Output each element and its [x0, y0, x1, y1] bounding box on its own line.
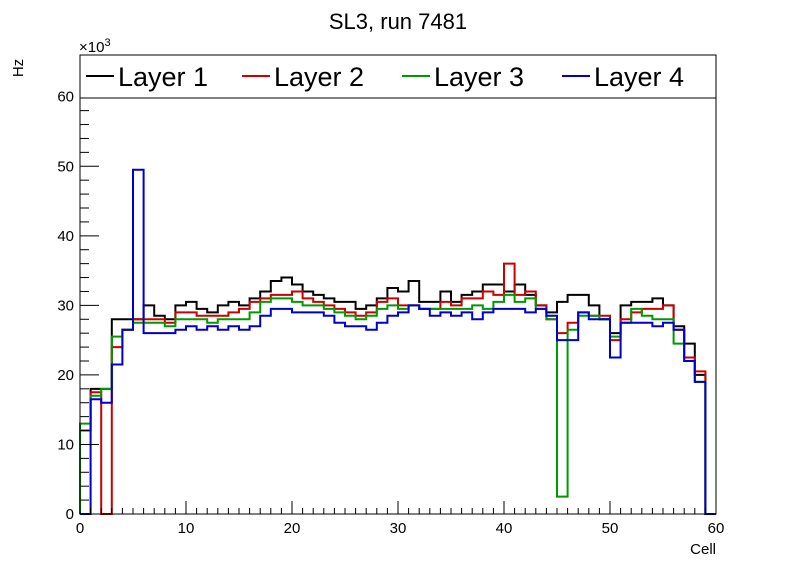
y-tick-label: 50 [57, 158, 74, 175]
y-tick-label: 0 [66, 506, 74, 523]
exponent-power: 3 [104, 37, 110, 49]
x-axis-label: Cell [690, 541, 716, 558]
x-tick-label: 0 [76, 520, 84, 537]
legend-label-4: Layer 4 [594, 62, 684, 92]
legend-label-1: Layer 1 [118, 62, 208, 92]
x-tick-label: 60 [708, 520, 725, 537]
x-tick-label: 10 [178, 520, 195, 537]
x-tick-label: 40 [496, 520, 513, 537]
y-tick-label: 60 [57, 89, 74, 106]
x-tick-label: 20 [284, 520, 301, 537]
exponent-base: ×10 [79, 39, 104, 56]
y-axis-ticks: 0 10 20 30 40 50 60 [57, 54, 99, 523]
legend: Layer 1 Layer 2 Layer 3 Layer 4 [79, 54, 717, 99]
series-line-layer-2 [79, 262, 716, 515]
y-tick-label: 10 [57, 436, 74, 453]
legend-label-3: Layer 3 [434, 62, 524, 92]
series-line-layer-4 [80, 168, 716, 515]
y-tick-label: 40 [57, 228, 74, 245]
x-axis-ticks: 0 10 20 30 40 50 60 [76, 501, 725, 537]
x-tick-label: 30 [390, 520, 407, 537]
plot-series-group [79, 168, 716, 515]
y-tick-label: 30 [57, 297, 74, 314]
y-axis-exponent: ×103 [79, 37, 111, 56]
chart-title: SL3, run 7481 [329, 9, 467, 34]
y-tick-label: 20 [57, 367, 74, 384]
plot-frame [79, 54, 717, 515]
legend-box [79, 54, 717, 99]
x-tick-label: 50 [602, 520, 619, 537]
y-axis-label: Hz [10, 59, 27, 77]
legend-label-2: Layer 2 [274, 62, 364, 92]
series-line-layer-3 [79, 293, 716, 515]
